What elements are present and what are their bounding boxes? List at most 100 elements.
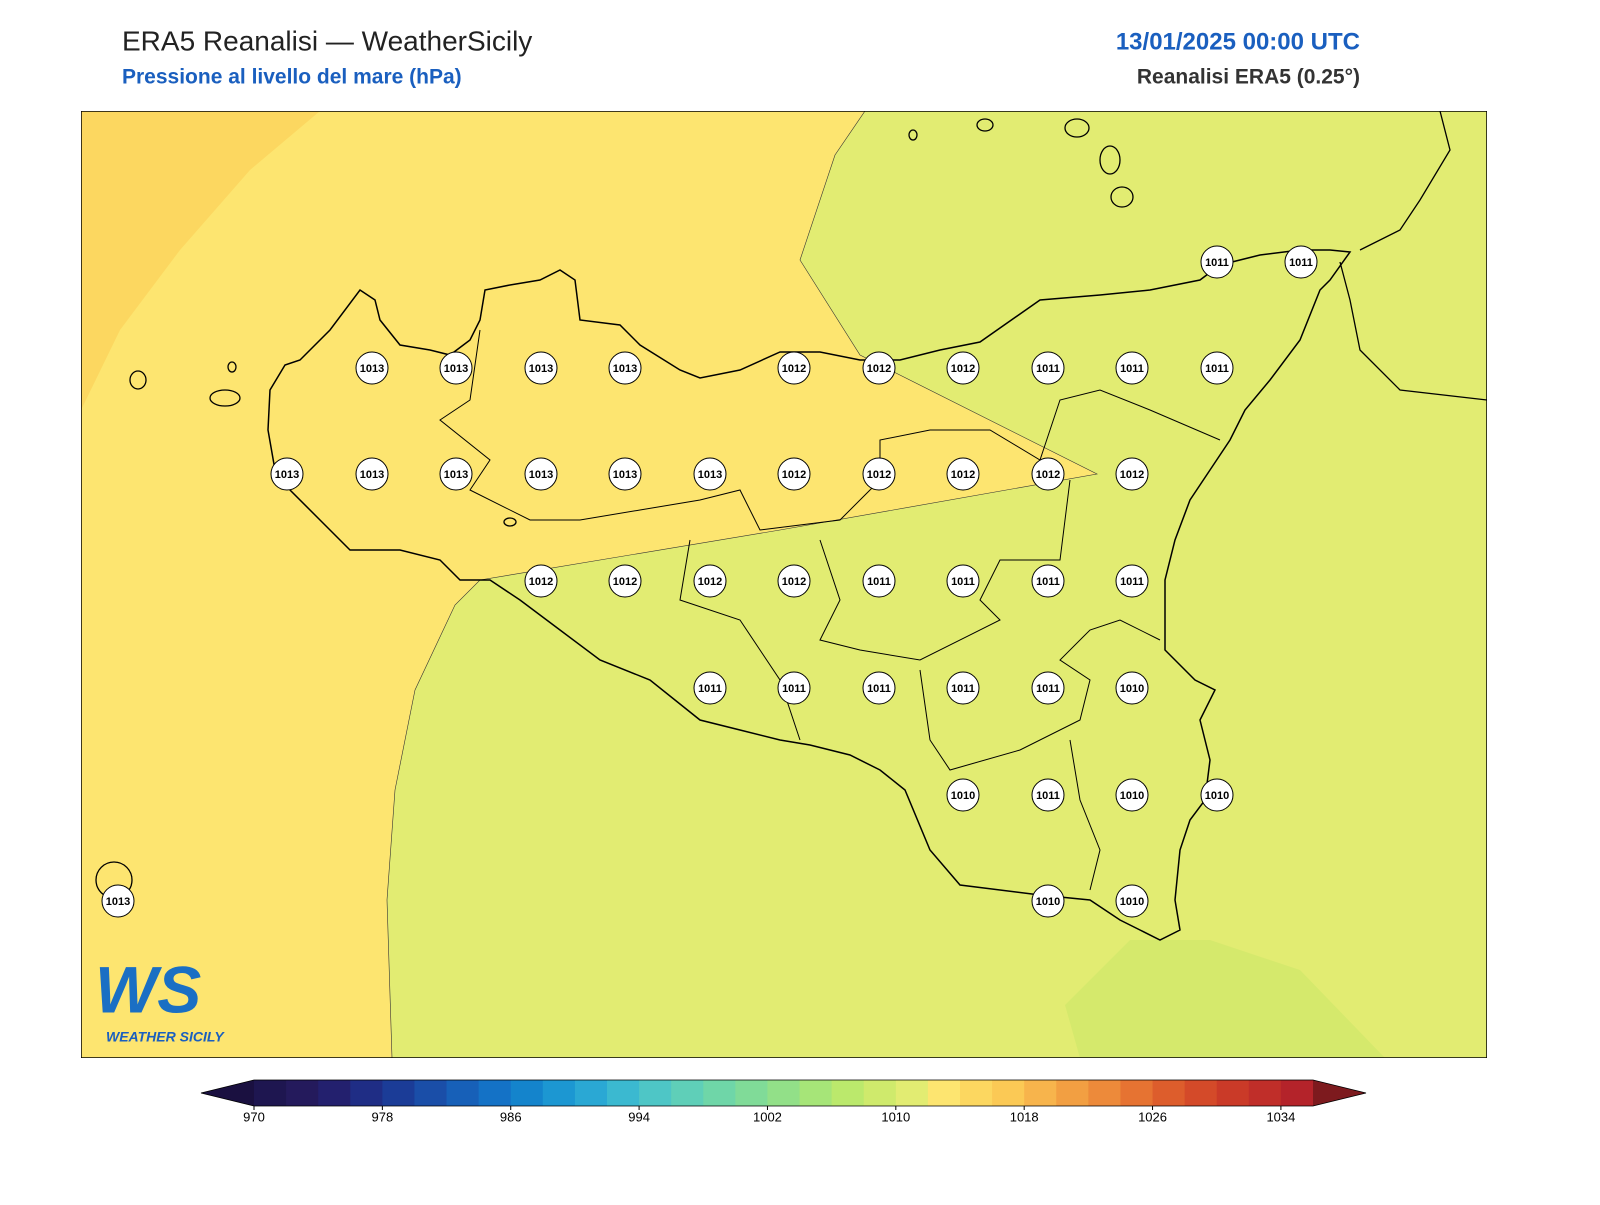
colorbar-segment xyxy=(992,1080,1025,1106)
station-label: 1010 xyxy=(1205,790,1229,802)
station-label: 1010 xyxy=(1120,683,1144,695)
colorbar-segment xyxy=(1056,1080,1089,1106)
station-label: 1011 xyxy=(1205,257,1229,269)
colorbar-tick-label: 994 xyxy=(628,1109,650,1124)
station-marker xyxy=(524,351,558,385)
station-marker xyxy=(1200,778,1234,812)
colorbar-segment xyxy=(446,1080,480,1106)
station-marker xyxy=(355,457,389,491)
station-label: 1012 xyxy=(782,363,806,375)
station-label: 1011 xyxy=(1036,363,1060,375)
station-marker xyxy=(524,457,558,491)
station-marker xyxy=(1115,457,1149,491)
station-label: 1013 xyxy=(529,363,553,375)
station-marker xyxy=(693,457,727,491)
station-label: 1012 xyxy=(698,576,722,588)
station-label: 1012 xyxy=(951,469,975,481)
colorbar-segment xyxy=(510,1080,544,1106)
colorbar-segment xyxy=(831,1080,865,1106)
station-marker xyxy=(693,671,727,705)
station-marker xyxy=(946,564,980,598)
colorbar-segment xyxy=(703,1080,736,1106)
station-marker xyxy=(1115,671,1149,705)
station-marker xyxy=(862,564,896,598)
station-marker xyxy=(777,457,811,491)
station-label: 1013 xyxy=(529,469,553,481)
source: Reanalisi ERA5 (0.25°) xyxy=(1137,66,1360,89)
station-label: 1013 xyxy=(613,363,637,375)
colorbar-segment xyxy=(863,1080,897,1106)
station-label: 1011 xyxy=(1289,257,1313,269)
station-label: 1010 xyxy=(951,790,975,802)
colorbar-segment xyxy=(350,1080,383,1106)
station-marker xyxy=(862,671,896,705)
colorbar-segment xyxy=(1152,1080,1186,1106)
title: ERA5 Reanalisi — WeatherSicily xyxy=(122,25,532,56)
colorbar-segment xyxy=(671,1080,704,1106)
colorbar-segment xyxy=(735,1080,768,1106)
station-label: 1011 xyxy=(1120,363,1144,375)
station-label: 1013 xyxy=(360,363,384,375)
station-marker xyxy=(1031,351,1065,385)
colorbar-tick-label: 986 xyxy=(500,1109,522,1124)
colorbar-segment xyxy=(895,1080,929,1106)
station-marker xyxy=(524,564,558,598)
station-marker xyxy=(946,351,980,385)
colorbar-segment xyxy=(1184,1080,1218,1106)
station-marker xyxy=(1031,564,1065,598)
station-marker xyxy=(608,351,642,385)
colorbar-tick-label: 1010 xyxy=(881,1109,910,1124)
station-label: 1011 xyxy=(782,683,806,695)
station-label: 1011 xyxy=(1036,576,1060,588)
colorbar-under xyxy=(201,1080,254,1106)
station-label: 1012 xyxy=(951,363,975,375)
colorbar-segment xyxy=(286,1080,319,1106)
map: 1011 1011 1013 1013 1013 1013 1012 1012 1012 1011… xyxy=(81,111,1487,1058)
station-marker xyxy=(1031,457,1065,491)
station-label: 1011 xyxy=(1036,790,1060,802)
station-label: 1011 xyxy=(867,683,891,695)
station-marker xyxy=(693,564,727,598)
station-marker xyxy=(439,351,473,385)
station-marker xyxy=(1284,245,1318,279)
colorbar-segment xyxy=(927,1080,961,1106)
colorbar-segment xyxy=(254,1080,287,1106)
station-marker xyxy=(946,457,980,491)
station-marker xyxy=(946,778,980,812)
colorbar-tick-label: 1002 xyxy=(753,1109,782,1124)
station-label: 1012 xyxy=(782,469,806,481)
colorbar-tick-label: 1018 xyxy=(1010,1109,1039,1124)
station-label: 1012 xyxy=(1036,469,1060,481)
colorbar-tick-label: 970 xyxy=(243,1109,265,1124)
coastline xyxy=(267,249,1352,941)
station-label: 1013 xyxy=(360,469,384,481)
station-label: 1012 xyxy=(782,576,806,588)
station-label: 1013 xyxy=(613,469,637,481)
logo-letters: WS xyxy=(95,952,201,1026)
station-marker xyxy=(777,564,811,598)
colorbar-tick-label: 1026 xyxy=(1138,1109,1167,1124)
station-label: 1012 xyxy=(1120,469,1144,481)
station-label: 1011 xyxy=(951,683,975,695)
station-marker xyxy=(946,671,980,705)
station-marker xyxy=(1031,884,1065,918)
colorbar-segment xyxy=(1120,1080,1154,1106)
station-marker xyxy=(777,671,811,705)
station-label: 1010 xyxy=(1120,896,1144,908)
subtitle: Pressione al livello del mare (hPa) xyxy=(122,66,462,89)
station-marker xyxy=(1031,671,1065,705)
station-label: 1011 xyxy=(698,683,722,695)
colorbar-segment xyxy=(542,1080,576,1106)
calabria-coast xyxy=(1339,111,1487,401)
station-marker xyxy=(101,884,135,918)
station-label: 1012 xyxy=(867,363,891,375)
station-marker xyxy=(1115,564,1149,598)
station-marker xyxy=(1115,884,1149,918)
station-marker xyxy=(1115,778,1149,812)
station-marker xyxy=(270,457,304,491)
station-marker xyxy=(608,457,642,491)
colorbar-segment xyxy=(574,1080,608,1106)
stations: 1011 1011 1013 1013 1013 1013 1012 1012 1012 1011… xyxy=(101,245,1318,918)
colorbar-segment xyxy=(639,1080,672,1106)
